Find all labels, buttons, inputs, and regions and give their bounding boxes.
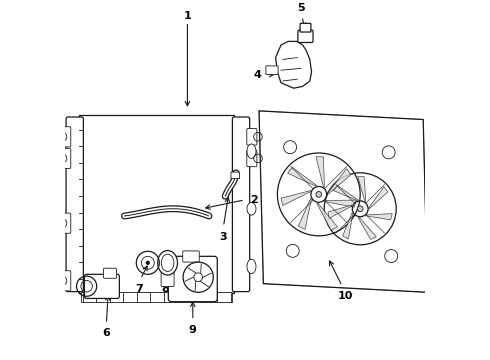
Bar [81, 292, 232, 302]
Polygon shape [298, 198, 311, 230]
Text: 4: 4 [253, 69, 261, 80]
Circle shape [146, 261, 150, 265]
Polygon shape [259, 111, 427, 292]
Text: 9: 9 [189, 325, 197, 335]
FancyBboxPatch shape [103, 268, 117, 278]
Polygon shape [366, 213, 392, 220]
Polygon shape [328, 169, 351, 194]
Polygon shape [275, 41, 312, 88]
FancyBboxPatch shape [232, 117, 250, 292]
Ellipse shape [161, 254, 174, 271]
Text: 8: 8 [161, 284, 169, 294]
FancyBboxPatch shape [300, 23, 311, 32]
Ellipse shape [158, 251, 177, 275]
FancyBboxPatch shape [231, 172, 240, 179]
Polygon shape [369, 187, 388, 209]
FancyBboxPatch shape [169, 256, 217, 302]
FancyBboxPatch shape [60, 148, 71, 168]
Polygon shape [343, 213, 353, 239]
Text: 1: 1 [184, 11, 191, 21]
FancyBboxPatch shape [161, 271, 174, 287]
FancyBboxPatch shape [183, 251, 199, 262]
Polygon shape [333, 186, 358, 201]
Text: 7: 7 [135, 284, 143, 294]
Polygon shape [316, 157, 324, 187]
FancyBboxPatch shape [66, 117, 83, 292]
Circle shape [357, 206, 363, 212]
FancyBboxPatch shape [298, 30, 313, 42]
Polygon shape [358, 217, 376, 239]
Circle shape [316, 192, 321, 197]
FancyBboxPatch shape [247, 129, 257, 145]
Ellipse shape [247, 259, 256, 274]
FancyBboxPatch shape [266, 66, 278, 75]
Text: 10: 10 [338, 291, 353, 301]
Text: 3: 3 [220, 232, 227, 242]
Polygon shape [328, 205, 352, 218]
Polygon shape [281, 190, 311, 206]
Polygon shape [358, 176, 366, 202]
Polygon shape [288, 167, 317, 186]
Ellipse shape [247, 202, 256, 215]
Ellipse shape [247, 144, 256, 158]
FancyBboxPatch shape [60, 127, 71, 147]
FancyBboxPatch shape [60, 213, 71, 233]
FancyBboxPatch shape [60, 271, 71, 291]
Text: 5: 5 [297, 3, 305, 13]
FancyBboxPatch shape [247, 150, 257, 167]
Bar [79, 115, 234, 293]
Text: 2: 2 [250, 195, 258, 205]
Polygon shape [324, 200, 356, 207]
FancyBboxPatch shape [84, 274, 120, 298]
Text: 6: 6 [102, 328, 110, 338]
Polygon shape [317, 203, 338, 230]
